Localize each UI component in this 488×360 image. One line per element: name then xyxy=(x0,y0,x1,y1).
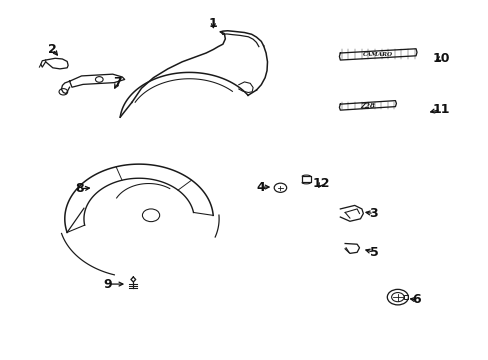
Text: Z28: Z28 xyxy=(360,102,375,109)
Text: 7: 7 xyxy=(113,76,122,90)
Text: 6: 6 xyxy=(412,293,421,306)
Text: CAMARO: CAMARO xyxy=(362,52,392,57)
Text: 8: 8 xyxy=(75,182,83,195)
Text: 9: 9 xyxy=(103,278,112,291)
Text: 10: 10 xyxy=(431,52,449,65)
Bar xyxy=(403,295,407,299)
Text: 1: 1 xyxy=(208,17,217,30)
Text: 12: 12 xyxy=(312,177,329,190)
Text: 3: 3 xyxy=(369,207,377,220)
Text: 5: 5 xyxy=(369,246,378,259)
Text: 2: 2 xyxy=(48,43,57,56)
Text: 11: 11 xyxy=(431,103,449,116)
Text: 4: 4 xyxy=(256,181,265,194)
